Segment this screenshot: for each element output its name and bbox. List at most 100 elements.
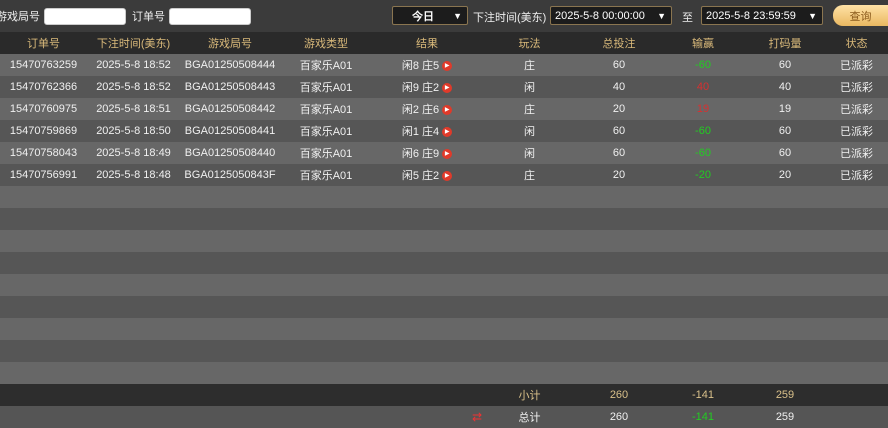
subtotal-row: 小计 260 -141 259 (0, 384, 888, 406)
cell-time: 2025-5-8 18:48 (87, 164, 180, 186)
table-header: 订单号 下注时间(美东) 游戏局号 游戏类型 结果 玩法 总投注 输赢 打码量 状态 (0, 32, 888, 54)
cell-round: BGA01250508441 (180, 120, 280, 142)
cell-round: BGA01250508443 (180, 76, 280, 98)
cell-result: 闲6 庄9 ▶ (372, 142, 482, 164)
cell-bet: 20 (577, 164, 661, 186)
table-row[interactable]: 15470756991 2025-5-8 18:48 BGA0125050843F 百… (0, 164, 888, 186)
play-video-icon[interactable]: ▶ (442, 127, 453, 138)
chevron-down-icon: ▼ (453, 10, 462, 21)
column-header[interactable]: 状态 (825, 32, 888, 54)
cell-order: 15470756991 (0, 164, 87, 186)
column-header[interactable]: 订单号 (0, 32, 87, 54)
cell-type: 百家乐A01 (280, 54, 372, 76)
empty-row (0, 252, 888, 274)
play-video-icon[interactable]: ▶ (442, 61, 453, 72)
empty-row (0, 318, 888, 340)
to-label: 至 (682, 12, 693, 24)
result-text: 闲6 庄9 (401, 148, 440, 160)
query-button[interactable]: 查询 (833, 5, 888, 26)
order-input[interactable] (169, 7, 251, 25)
refresh-icon[interactable]: ⇄ (471, 410, 482, 424)
column-header[interactable]: 打码量 (745, 32, 825, 54)
cell-status: 已派彩 (825, 164, 888, 186)
cell-win: -60 (661, 54, 745, 76)
period-select[interactable]: 今日 ▼ (392, 6, 468, 25)
round-input[interactable] (44, 7, 126, 25)
period-value: 今日 (412, 10, 434, 23)
subtotal-bet: 260 (577, 384, 661, 406)
empty-row (0, 362, 888, 384)
cell-play: 庄 (482, 54, 577, 76)
cell-result: 闲8 庄5 ▶ (372, 54, 482, 76)
start-time-value: 2025-5-8 00:00:00 (555, 9, 645, 22)
table-row[interactable]: 15470759869 2025-5-8 18:50 BGA01250508441 百… (0, 120, 888, 142)
start-time-select[interactable]: 2025-5-8 00:00:00 ▼ (550, 6, 672, 25)
cell-valid: 60 (745, 142, 825, 164)
cell-type: 百家乐A01 (280, 164, 372, 186)
empty-row (0, 296, 888, 318)
filter-bar: 游戏局号 订单号 今日 ▼ 下注时间(美东) 2025-5-8 00:00:00 ▼… (0, 0, 888, 32)
cell-result: 闲5 庄2 ▶ (372, 164, 482, 186)
end-time-select[interactable]: 2025-5-8 23:59:59 ▼ (701, 6, 823, 25)
play-video-icon[interactable]: ▶ (442, 105, 453, 116)
cell-result: 闲9 庄2 ▶ (372, 76, 482, 98)
empty-row (0, 340, 888, 362)
subtotal-win: -141 (661, 384, 745, 406)
result-text: 闲5 庄2 (401, 170, 440, 182)
cell-result: 闲2 庄6 ▶ (372, 98, 482, 120)
cell-bet: 40 (577, 76, 661, 98)
cell-round: BGA01250508442 (180, 98, 280, 120)
cell-time: 2025-5-8 18:49 (87, 142, 180, 164)
cell-round: BGA0125050843F (180, 164, 280, 186)
cell-status: 已派彩 (825, 120, 888, 142)
cell-win: 40 (661, 76, 745, 98)
cell-play: 闲 (482, 142, 577, 164)
column-header[interactable]: 游戏类型 (280, 32, 372, 54)
total-win: -141 (661, 406, 745, 428)
column-header[interactable]: 输赢 (661, 32, 745, 54)
cell-win: -60 (661, 120, 745, 142)
cell-result: 闲1 庄4 ▶ (372, 120, 482, 142)
table-row[interactable]: 15470758043 2025-5-8 18:49 BGA01250508440 百… (0, 142, 888, 164)
table-row[interactable]: 15470763259 2025-5-8 18:52 BGA01250508444 百… (0, 54, 888, 76)
column-header[interactable]: 游戏局号 (180, 32, 280, 54)
cell-play: 庄 (482, 164, 577, 186)
empty-row (0, 208, 888, 230)
empty-row (0, 186, 888, 208)
bet-table: 订单号 下注时间(美东) 游戏局号 游戏类型 结果 玩法 总投注 输赢 打码量 状态 154707… (0, 32, 888, 428)
cell-order: 15470759869 (0, 120, 87, 142)
order-label: 订单号 (132, 11, 165, 23)
cell-time: 2025-5-8 18:52 (87, 54, 180, 76)
cell-order: 15470763259 (0, 54, 87, 76)
cell-valid: 19 (745, 98, 825, 120)
cell-bet: 20 (577, 98, 661, 120)
cell-play: 庄 (482, 98, 577, 120)
play-video-icon[interactable]: ▶ (442, 149, 453, 160)
result-text: 闲2 庄6 (401, 104, 440, 116)
chevron-down-icon: ▼ (808, 10, 817, 21)
cell-valid: 60 (745, 54, 825, 76)
cell-bet: 60 (577, 54, 661, 76)
column-header[interactable]: 结果 (372, 32, 482, 54)
table-row[interactable]: 15470760975 2025-5-8 18:51 BGA01250508442 百… (0, 98, 888, 120)
cell-type: 百家乐A01 (280, 142, 372, 164)
chevron-down-icon: ▼ (657, 10, 666, 21)
column-header[interactable]: 下注时间(美东) (87, 32, 180, 54)
total-row: ⇄ 总计 260 -141 259 (0, 406, 888, 428)
play-video-icon[interactable]: ▶ (442, 83, 453, 94)
column-header[interactable]: 玩法 (482, 32, 577, 54)
cell-valid: 40 (745, 76, 825, 98)
total-label: 总计 (482, 406, 577, 428)
empty-row (0, 230, 888, 252)
table-row[interactable]: 15470762366 2025-5-8 18:52 BGA01250508443 百… (0, 76, 888, 98)
cell-valid: 60 (745, 120, 825, 142)
cell-order: 15470760975 (0, 98, 87, 120)
cell-win: -60 (661, 142, 745, 164)
subtotal-label: 小计 (482, 384, 577, 406)
column-header[interactable]: 总投注 (577, 32, 661, 54)
play-video-icon[interactable]: ▶ (442, 171, 453, 182)
cell-time: 2025-5-8 18:50 (87, 120, 180, 142)
cell-status: 已派彩 (825, 142, 888, 164)
cell-bet: 60 (577, 142, 661, 164)
end-time-value: 2025-5-8 23:59:59 (706, 9, 796, 22)
